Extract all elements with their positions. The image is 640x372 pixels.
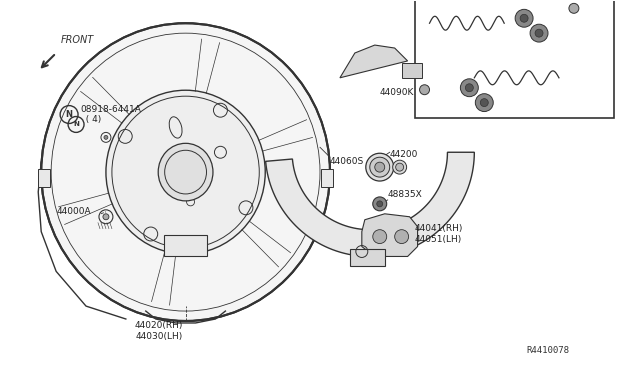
Ellipse shape bbox=[41, 23, 330, 321]
Ellipse shape bbox=[393, 160, 406, 174]
Circle shape bbox=[372, 230, 387, 244]
Ellipse shape bbox=[366, 153, 394, 181]
Text: R4410078: R4410078 bbox=[526, 346, 569, 355]
Text: 44090K: 44090K bbox=[380, 88, 414, 97]
Circle shape bbox=[420, 85, 429, 95]
Bar bbox=[164, 235, 207, 256]
Circle shape bbox=[372, 197, 387, 211]
Bar bbox=[415, 0, 614, 118]
Circle shape bbox=[569, 3, 579, 13]
Polygon shape bbox=[340, 45, 408, 78]
Circle shape bbox=[530, 24, 548, 42]
Bar bbox=[321, 169, 333, 187]
Polygon shape bbox=[362, 214, 417, 256]
Text: 44060S: 44060S bbox=[330, 157, 364, 166]
Ellipse shape bbox=[370, 157, 390, 177]
Bar bbox=[350, 248, 385, 266]
Circle shape bbox=[460, 79, 478, 97]
Text: FRONT: FRONT bbox=[61, 35, 94, 45]
Circle shape bbox=[103, 214, 109, 220]
Circle shape bbox=[476, 94, 493, 112]
Text: 08918-6441A
  ( 4): 08918-6441A ( 4) bbox=[80, 105, 141, 124]
Circle shape bbox=[480, 99, 488, 107]
Circle shape bbox=[104, 135, 108, 140]
Ellipse shape bbox=[158, 143, 213, 201]
Text: 44020(RH)
44030(LH): 44020(RH) 44030(LH) bbox=[134, 321, 183, 341]
Ellipse shape bbox=[375, 162, 385, 172]
Circle shape bbox=[520, 14, 528, 22]
Text: N: N bbox=[65, 110, 72, 119]
Circle shape bbox=[377, 201, 383, 207]
Text: 44041(RH)
44051(LH): 44041(RH) 44051(LH) bbox=[415, 224, 463, 244]
Polygon shape bbox=[266, 152, 474, 256]
Ellipse shape bbox=[396, 163, 404, 171]
Ellipse shape bbox=[106, 90, 265, 254]
Circle shape bbox=[395, 230, 408, 244]
Circle shape bbox=[515, 9, 533, 27]
Circle shape bbox=[535, 29, 543, 37]
Circle shape bbox=[465, 84, 474, 92]
Bar bbox=[402, 63, 422, 78]
Text: 48835X: 48835X bbox=[388, 190, 422, 199]
Text: N: N bbox=[73, 122, 79, 128]
Text: 44000A: 44000A bbox=[56, 207, 91, 216]
Text: 44200: 44200 bbox=[390, 150, 418, 159]
Bar bbox=[38, 169, 50, 187]
